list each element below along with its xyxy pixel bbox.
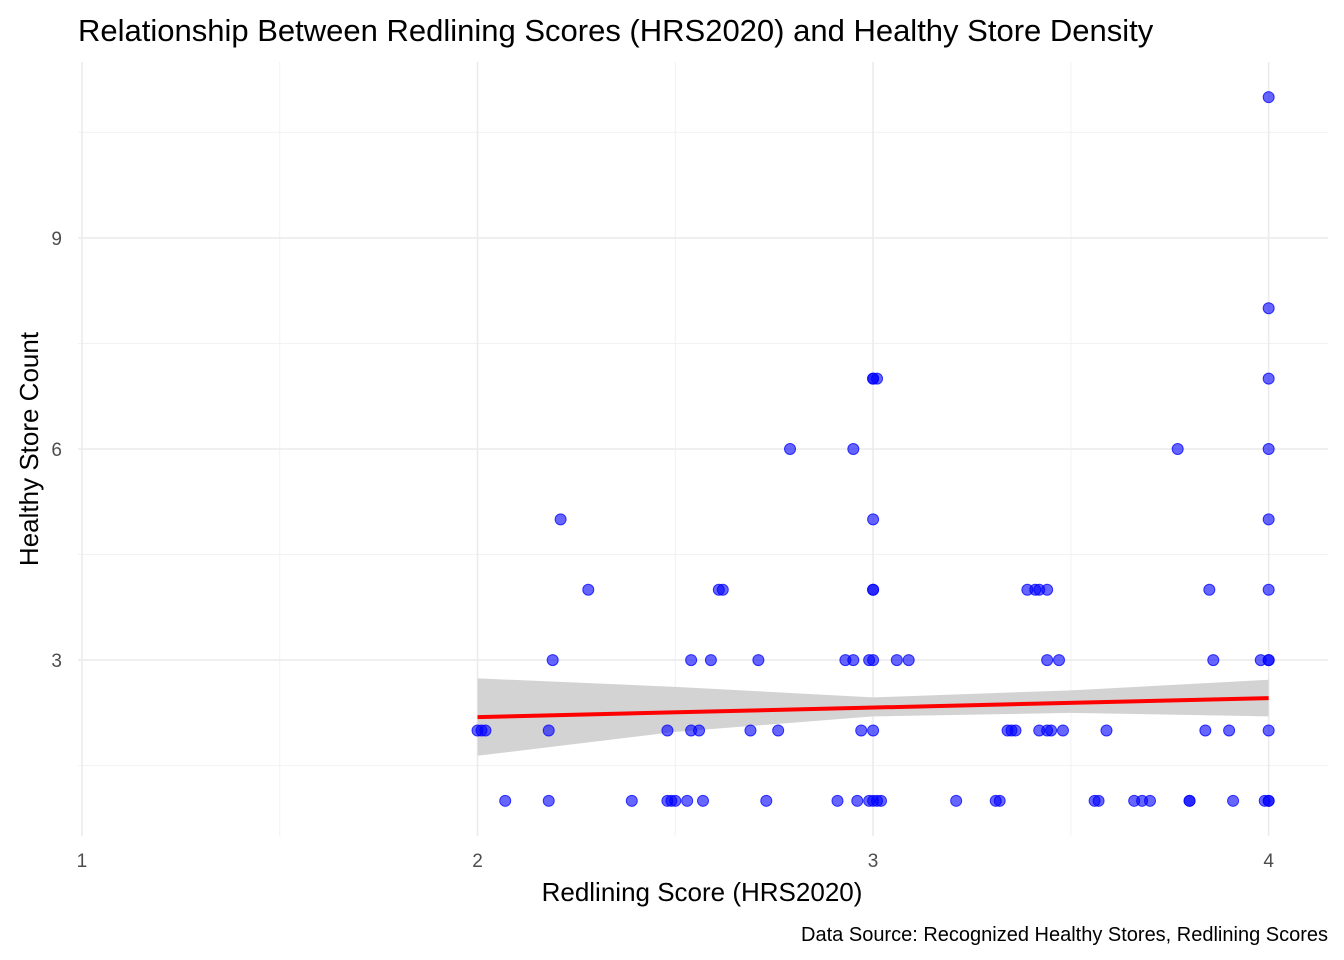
data-point [1207,654,1220,667]
data-point [1262,654,1275,667]
data-points [471,91,1275,807]
data-point [681,794,694,807]
data-point [1009,724,1022,737]
data-point [744,724,757,737]
data-point [1262,794,1275,807]
data-point [546,654,559,667]
data-point [685,654,698,667]
x-tick-label: 1 [77,851,88,872]
y-tick-label: 9 [51,229,62,250]
data-point [752,654,765,667]
data-point [867,513,880,526]
data-point [1143,794,1156,807]
data-point [772,724,785,737]
data-point [1262,372,1275,385]
data-point [554,513,567,526]
data-point [1056,724,1069,737]
data-point [582,583,595,596]
x-axis-title: Redlining Score (HRS2020) [542,877,863,907]
data-point [847,443,860,455]
data-point [1262,91,1275,104]
minor-gridlines [78,62,1328,836]
x-tick-label: 4 [1263,851,1274,872]
data-point [1227,794,1240,807]
y-tick-label: 3 [51,651,62,672]
data-point [1262,724,1275,737]
data-point [1041,654,1054,667]
data-point [1053,654,1066,667]
data-point [1100,724,1113,737]
data-point [1223,724,1236,737]
data-point [867,654,880,667]
data-point [542,794,555,807]
data-point [625,794,638,807]
data-point [1262,302,1275,315]
data-point [855,724,868,737]
data-point [1092,794,1105,807]
data-point [1203,583,1216,596]
chart-title: Relationship Between Redlining Scores (H… [78,13,1154,48]
y-tick-labels: 3 6 9 [51,229,62,672]
data-point [993,794,1006,807]
data-point [479,724,492,737]
data-point [851,794,864,807]
data-point [1199,724,1212,737]
data-point [831,794,844,807]
data-point [784,443,797,455]
trend-line [477,696,1269,720]
data-point [950,794,963,807]
data-point [902,654,915,667]
data-point [867,724,880,737]
data-point [704,654,717,667]
data-point [1183,794,1196,807]
x-tick-labels: 1 2 3 4 [77,851,1275,872]
chart-caption: Data Source: Recognized Healthy Stores, … [801,924,1328,946]
data-point [499,794,512,807]
x-tick-label: 3 [868,851,879,872]
data-point [1262,583,1275,596]
data-point [847,654,860,667]
data-point [867,583,880,596]
data-point [1171,443,1184,455]
data-point [542,724,555,737]
x-tick-label: 2 [472,851,483,872]
data-point [890,654,903,667]
data-point [1041,583,1054,596]
data-point [875,794,888,807]
data-point [1045,724,1058,737]
data-point [697,794,709,807]
y-axis-title: Healthy Store Count [14,331,44,566]
data-point [1262,443,1275,455]
data-point [716,583,729,596]
data-point [1262,513,1275,526]
y-tick-label: 6 [51,440,62,461]
data-point [669,794,682,807]
data-point [871,372,884,385]
data-point [661,724,674,737]
data-point [760,794,773,807]
confidence-band [477,678,1269,756]
data-point [693,724,706,737]
